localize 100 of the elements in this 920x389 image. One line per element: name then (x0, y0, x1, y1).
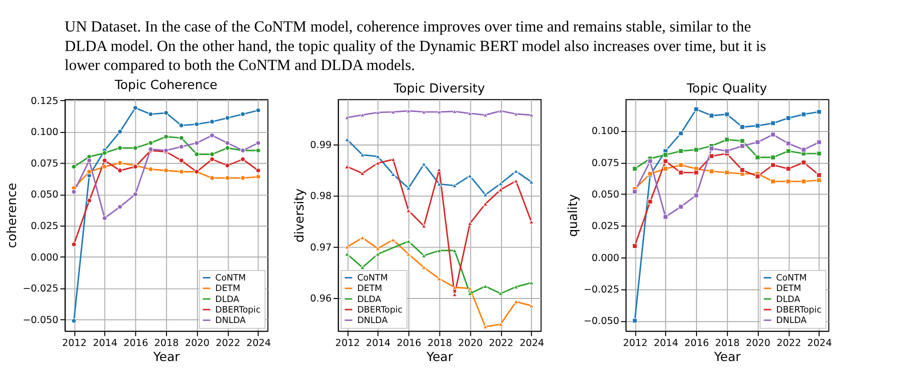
point (678, 204, 684, 210)
point (755, 154, 760, 160)
point (632, 318, 638, 324)
x-axis-title: Year (152, 349, 181, 364)
point (360, 235, 366, 240)
x-tick-label: 2022 (488, 338, 514, 349)
y-tick-label: 0.025 (30, 221, 58, 232)
text: lower compared to both the CoNTM and DLDA models. (64, 57, 415, 74)
y-tick-label: 0.075 (30, 158, 58, 170)
point (755, 123, 760, 128)
point (724, 148, 730, 154)
point (632, 189, 638, 194)
point (786, 166, 791, 172)
point (755, 140, 760, 145)
point (724, 112, 730, 117)
legend-label: DNLDA (215, 316, 246, 326)
point (648, 199, 653, 204)
point (801, 112, 806, 117)
x-tick-label: 2020 (458, 338, 483, 349)
y-tick-label: 0.025 (592, 221, 620, 232)
point (770, 132, 776, 138)
legend-label: DETM (776, 284, 802, 294)
y-tick-label: 0.97 (310, 242, 332, 254)
point (102, 158, 108, 164)
point (436, 276, 442, 281)
point (224, 175, 230, 181)
y-tick-label: −0.050 (584, 316, 620, 328)
y-tick-label: 0.000 (30, 252, 58, 264)
point (256, 148, 261, 154)
legend-label: DNLDA (357, 316, 388, 326)
point (786, 140, 791, 146)
point (240, 156, 246, 162)
point (344, 137, 350, 142)
point (786, 178, 791, 184)
point (498, 322, 504, 326)
point (117, 204, 123, 210)
y-tick-label: 0.100 (30, 127, 58, 138)
x-tick-label: 2012 (335, 338, 360, 349)
point (498, 108, 504, 114)
x-tick-label: 2018 (427, 338, 452, 349)
y-tick-label: 0.100 (592, 126, 620, 138)
x-axis-title: Year (425, 349, 454, 364)
point (224, 115, 230, 120)
point (210, 175, 215, 181)
x-tick-label: 2024 (520, 338, 544, 349)
chart-title: Topic Quality (686, 80, 768, 96)
text: UN Dataset. In the case of the CoNTM model, coherence improves over time and remains stable, similar to the (64, 18, 752, 36)
x-tick-label: 2020 (184, 338, 210, 349)
point (224, 140, 230, 146)
point (178, 144, 184, 150)
point (421, 224, 426, 228)
x-tick-label: 2012 (622, 338, 648, 349)
x-tick-label: 2024 (246, 338, 271, 349)
x-tick-label: 2020 (746, 338, 770, 349)
point (498, 187, 504, 192)
text: DLDA model. On the other hand, the topic quality of the Dynamic BERT model also increases over time, but it is (64, 38, 766, 55)
y-tick-label: 0.96 (310, 293, 332, 304)
point (740, 167, 745, 173)
point (694, 147, 699, 152)
point (786, 116, 791, 121)
point (662, 166, 668, 172)
point (662, 152, 668, 158)
point (256, 140, 261, 146)
y-axis-title: coherence (4, 182, 19, 248)
legend-label: DBERTopic (215, 305, 261, 316)
point (178, 122, 184, 128)
point (709, 154, 714, 159)
legend-label: DETM (357, 284, 382, 294)
y-tick-label: 0.000 (592, 252, 620, 264)
point (375, 160, 380, 166)
point (770, 154, 776, 160)
y-tick-label: 0.050 (592, 189, 620, 200)
legend-label: DNLDA (776, 316, 807, 326)
point (678, 130, 684, 136)
point (71, 242, 76, 247)
point (632, 166, 638, 172)
point (224, 145, 230, 151)
point (178, 158, 184, 164)
x-tick-label: 2022 (776, 338, 802, 349)
point (406, 252, 412, 256)
point (694, 192, 699, 198)
point (482, 192, 488, 198)
y-tick-label: −0.025 (22, 284, 58, 295)
point (816, 151, 822, 156)
point (210, 119, 215, 124)
legend-label: DLDA (215, 294, 240, 305)
point (436, 248, 442, 253)
point (194, 140, 200, 146)
point (770, 120, 776, 126)
chart-title: Topic Diversity (392, 80, 486, 96)
y-tick-label: 0.99 (310, 140, 332, 152)
point (694, 106, 699, 112)
point (528, 280, 534, 285)
point (709, 146, 714, 152)
legend-label: CoNTM (357, 274, 388, 284)
point (816, 178, 822, 183)
point (148, 166, 154, 172)
point (256, 168, 261, 174)
point (240, 112, 246, 117)
point (240, 175, 246, 181)
